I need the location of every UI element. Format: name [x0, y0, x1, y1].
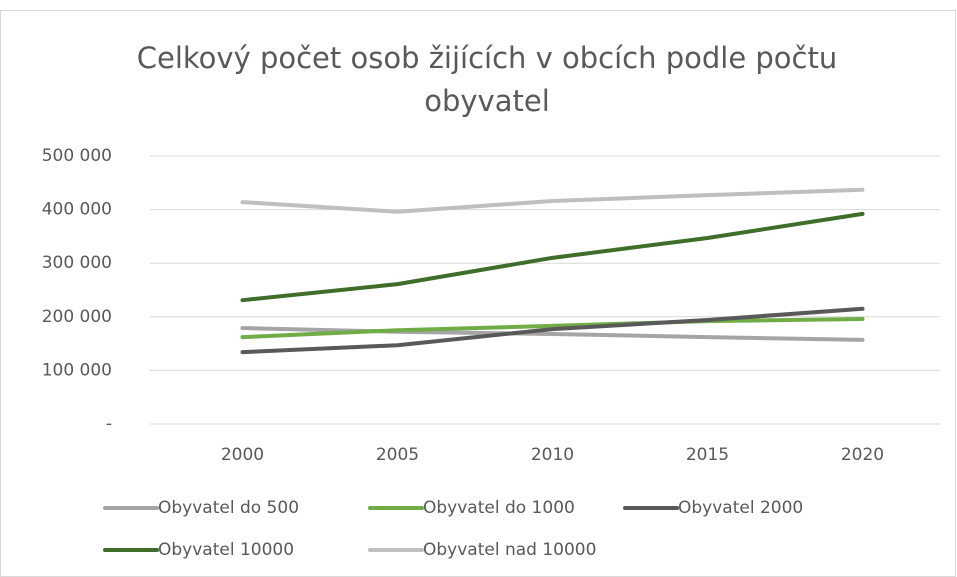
y-tick-label: 400 000	[42, 200, 112, 220]
legend-label: Obyvatel do 500	[158, 498, 299, 518]
y-tick-label: 500 000	[42, 146, 112, 166]
x-tick-label: 2005	[376, 445, 419, 465]
legend-label: Obyvatel 10000	[158, 540, 294, 560]
chart-border	[0, 10, 956, 577]
series-line	[240, 306, 865, 355]
legend-label: Obyvatel do 1000	[423, 498, 575, 518]
series-line	[240, 187, 865, 214]
y-tick-label: -	[106, 414, 112, 434]
x-tick-label: 2000	[221, 445, 264, 465]
x-tick-label: 2020	[841, 445, 884, 465]
y-tick-label: 100 000	[42, 360, 112, 380]
chart-title: obyvatel	[424, 84, 550, 118]
x-tick-label: 2010	[531, 445, 574, 465]
series-line	[240, 316, 865, 340]
legend-label: Obyvatel 2000	[678, 498, 803, 518]
legend-label: Obyvatel nad 10000	[423, 540, 596, 560]
chart-title: Celkový počet osob žijících v obcích pod…	[137, 41, 837, 75]
series-line	[240, 211, 865, 303]
y-tick-label: 200 000	[42, 307, 112, 327]
x-tick-label: 2015	[686, 445, 729, 465]
y-tick-label: 300 000	[42, 253, 112, 273]
